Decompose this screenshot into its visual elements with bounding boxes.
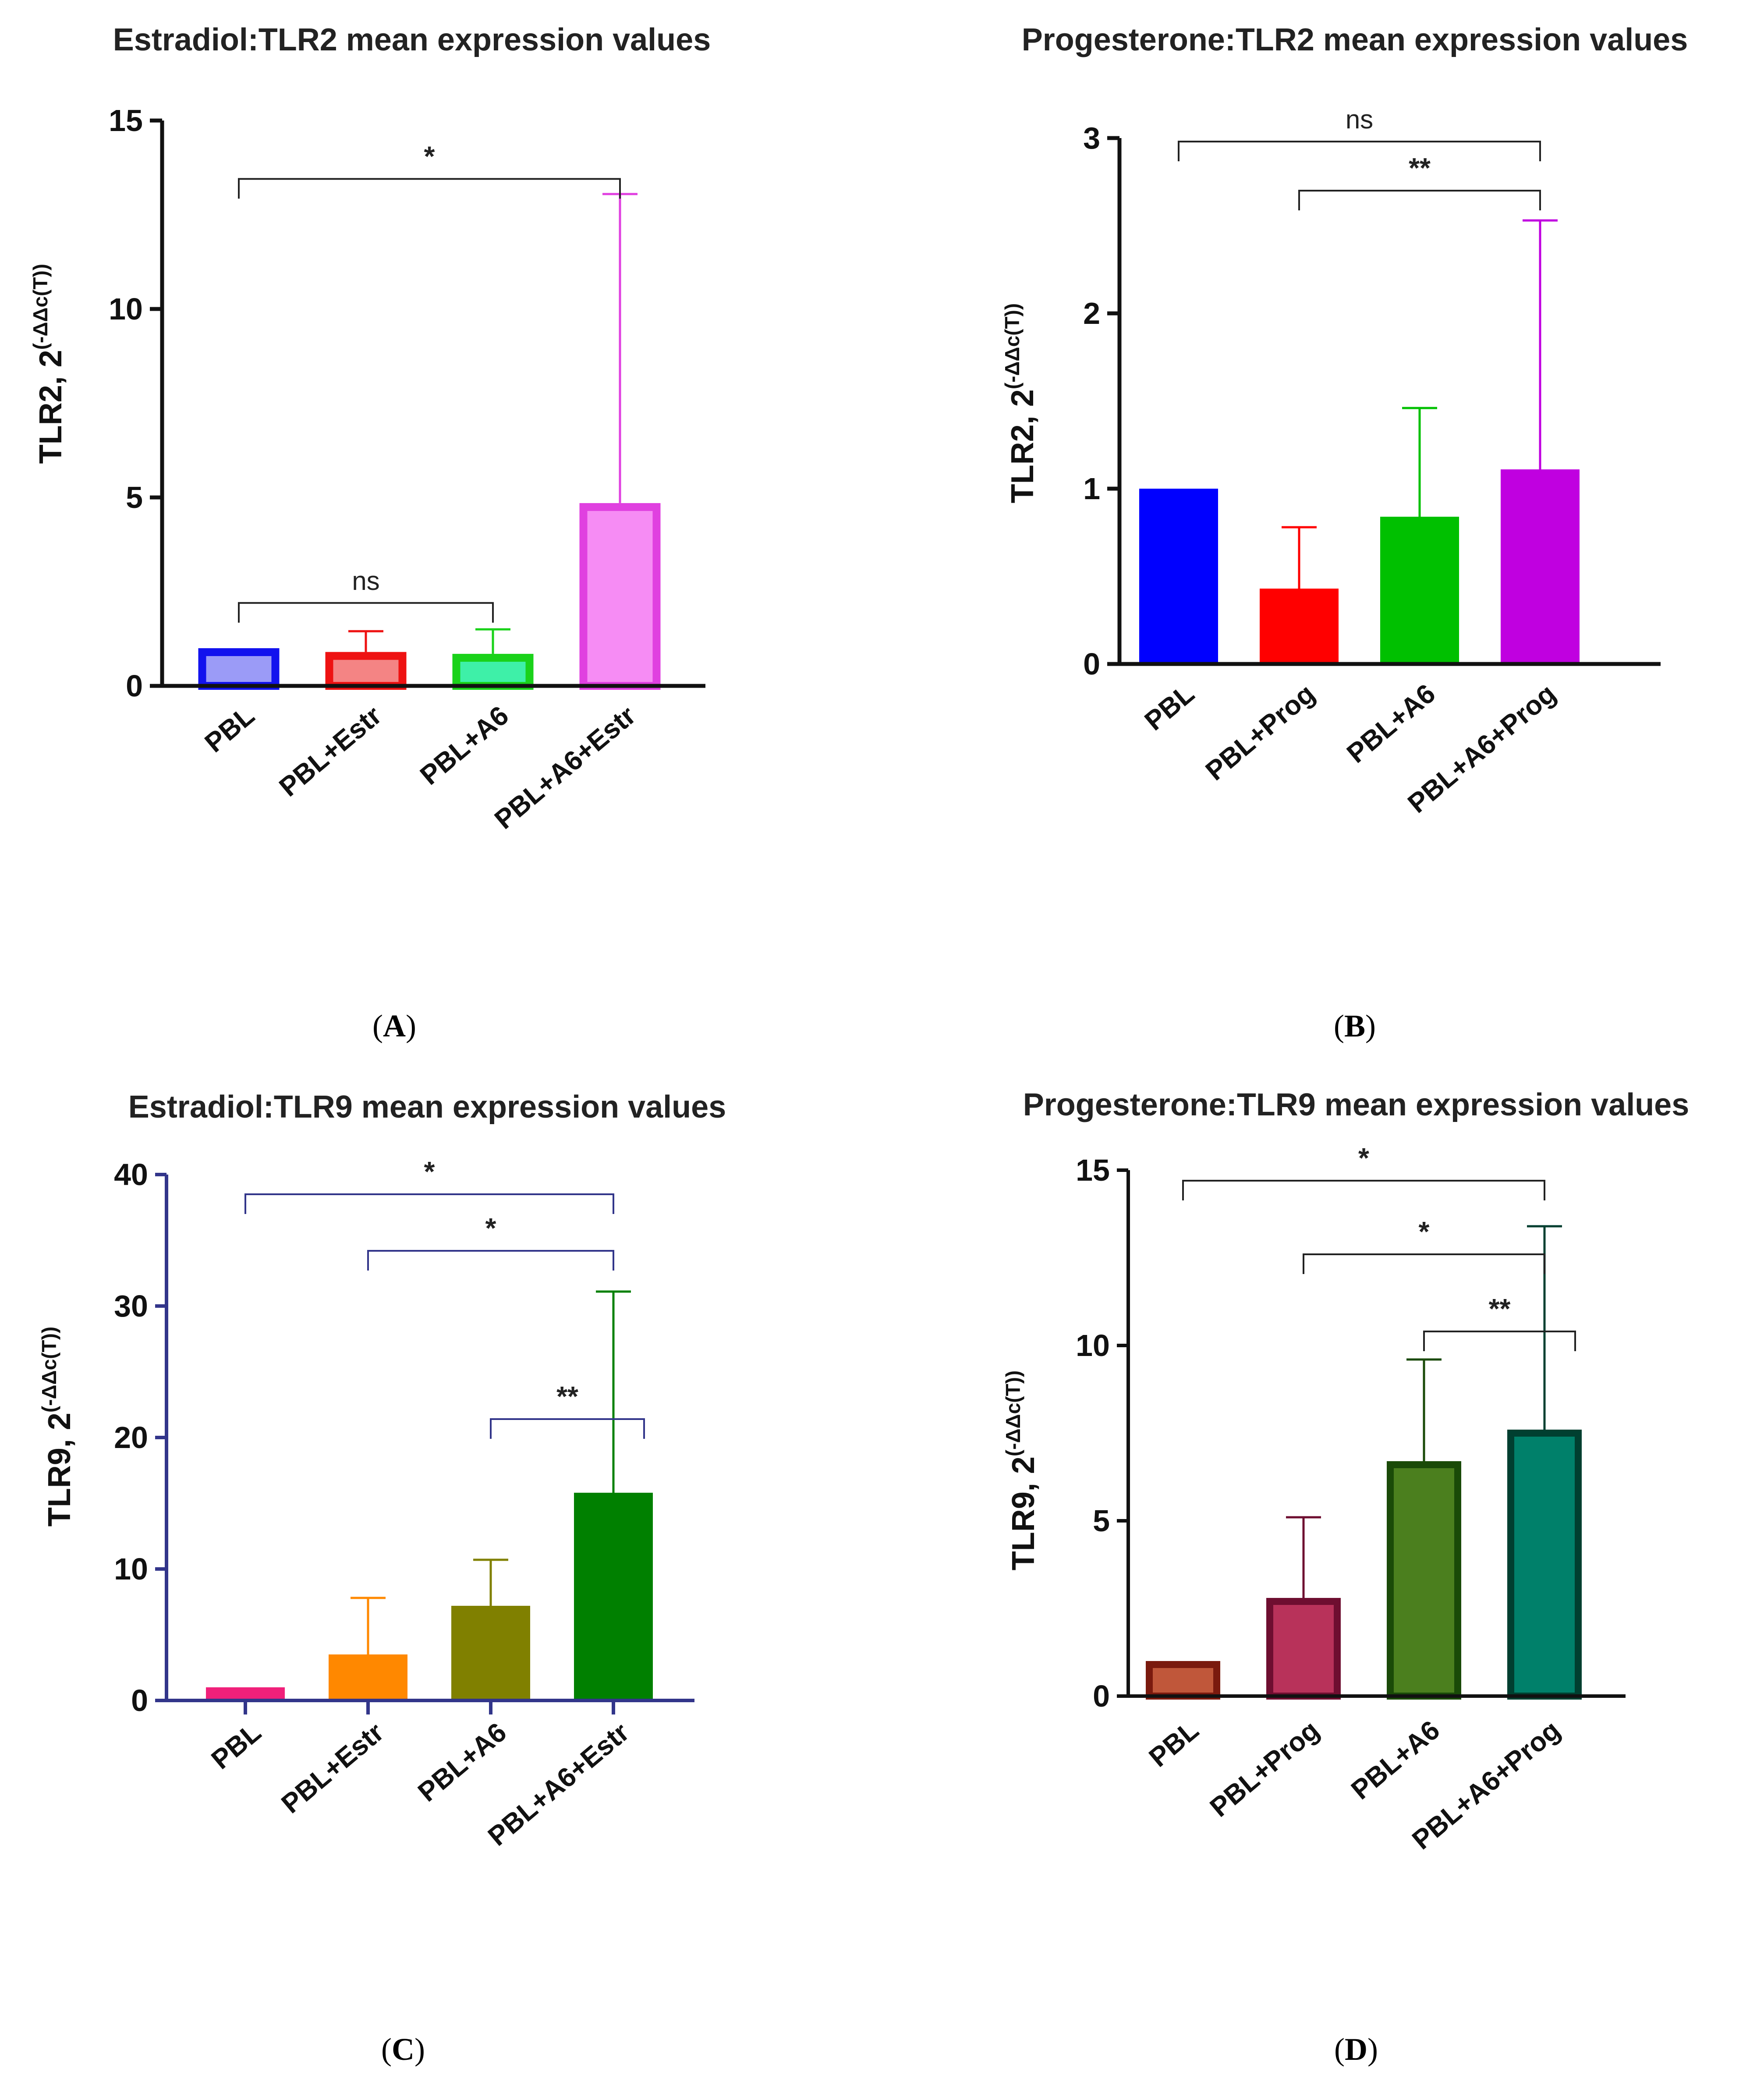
bar — [329, 1654, 407, 1701]
y-tick-label: 20 — [114, 1420, 148, 1455]
significance-bracket — [1182, 1180, 1545, 1200]
y-axis-label: TLR2, 2(-ΔΔc(T)) — [1001, 303, 1040, 503]
x-tick-label: PBL+A6 — [414, 700, 514, 791]
bar — [206, 1687, 285, 1701]
y-axis-label-main: TLR2, 2 — [1005, 389, 1040, 503]
y-axis-label-main: TLR9, 2 — [1006, 1456, 1041, 1570]
panel-label-b: (B) — [1334, 1008, 1376, 1044]
svg-text:TLR2, 2(-ΔΔc(T)): TLR2, 2(-ΔΔc(T)) — [29, 264, 68, 464]
x-tick-label: PBL+Prog — [1204, 1715, 1325, 1823]
bar — [452, 653, 534, 690]
significance-label: ns — [352, 566, 379, 596]
chart-panel-a: Estradiol:TLR2 mean expression values TL… — [29, 22, 711, 1044]
chart-title: Progesterone:TLR2 mean expression values — [1022, 22, 1688, 57]
significance-label: ** — [1489, 1293, 1511, 1324]
y-tick-label: 0 — [1093, 1679, 1110, 1713]
bar — [1507, 1430, 1582, 1700]
bar — [1380, 517, 1459, 665]
y-tick-label: 0 — [1083, 647, 1100, 681]
significance-label: * — [1419, 1216, 1430, 1247]
x-tick-label: PBL+A6 — [412, 1717, 512, 1808]
y-axis-label-main: TLR2, 2 — [33, 350, 68, 464]
y-axis-label: TLR9, 2(-ΔΔc(T)) — [1002, 1370, 1041, 1570]
y-tick-label: 0 — [126, 669, 143, 703]
chart-panel-b: Progesterone:TLR2 mean expression values… — [1001, 22, 1688, 1044]
bar — [198, 648, 280, 690]
x-tick-label: PBL — [1139, 678, 1200, 737]
significance-label: * — [424, 1156, 435, 1187]
chart-title: Estradiol:TLR9 mean expression values — [128, 1090, 726, 1125]
x-tick-label: PBL+Estr — [274, 700, 387, 802]
y-tick-label: 10 — [109, 292, 143, 326]
x-tick-label: PBL — [1144, 1715, 1204, 1773]
y-axis-label: TLR2, 2(-ΔΔc(T)) — [29, 264, 68, 464]
significance-bracket — [1178, 141, 1541, 161]
significance-bracket — [1303, 1253, 1545, 1274]
bar — [574, 1493, 653, 1701]
significance-bracket — [238, 178, 621, 199]
bar — [1387, 1461, 1461, 1700]
bar — [1260, 589, 1339, 665]
significance-bracket — [367, 1250, 614, 1271]
svg-text:TLR9, 2(-ΔΔc(T)): TLR9, 2(-ΔΔc(T)) — [38, 1327, 77, 1526]
y-tick-label: 40 — [114, 1157, 148, 1192]
x-tick-label: PBL+Estr — [276, 1717, 390, 1819]
y-tick-label: 10 — [114, 1552, 148, 1586]
y-tick-label: 30 — [114, 1289, 148, 1323]
y-tick-label: 2 — [1083, 296, 1100, 330]
y-axis-label-sup: (-ΔΔc(T)) — [29, 264, 52, 350]
chart-title: Estradiol:TLR2 mean expression values — [113, 22, 711, 57]
significance-label: ns — [1346, 105, 1373, 134]
x-tick-label: PBL+A6 — [1346, 1715, 1445, 1806]
bar — [1139, 489, 1218, 665]
significance-label: ** — [1409, 152, 1431, 184]
y-axis-label-sup: (-ΔΔc(T)) — [1001, 303, 1024, 389]
significance-bracket — [490, 1418, 645, 1439]
y-axis-label: TLR9, 2(-ΔΔc(T)) — [38, 1327, 77, 1526]
y-tick-label: 3 — [1083, 121, 1100, 155]
y-axis-label-sup: (-ΔΔc(T)) — [38, 1327, 60, 1413]
significance-bracket — [1298, 190, 1541, 210]
bar — [325, 652, 407, 690]
x-tick-label: PBL — [206, 1717, 267, 1775]
chart-panel-d: Progesterone:TLR9 mean expression values… — [1002, 1087, 1689, 2067]
significance-label: * — [424, 140, 435, 172]
bar — [1501, 469, 1580, 665]
x-tick-label: PBL+Prog — [1200, 678, 1321, 787]
significance-bracket — [1423, 1331, 1576, 1351]
bar — [1146, 1661, 1220, 1700]
panel-label-d: (D) — [1334, 2032, 1378, 2067]
y-tick-label: 5 — [126, 480, 143, 515]
y-axis-label-sup: (-ΔΔc(T)) — [1002, 1370, 1024, 1456]
y-tick-label: 0 — [131, 1683, 148, 1718]
panel-label-a: (A) — [372, 1008, 416, 1044]
bar — [1266, 1598, 1341, 1700]
y-tick-label: 15 — [109, 103, 143, 138]
y-tick-label: 1 — [1083, 472, 1100, 506]
y-tick-label: 15 — [1076, 1153, 1110, 1187]
y-tick-label: 10 — [1076, 1328, 1110, 1363]
significance-label: * — [1358, 1142, 1369, 1174]
significance-bracket — [244, 1193, 614, 1214]
bar — [579, 503, 661, 690]
significance-label: * — [485, 1212, 496, 1244]
x-tick-label: PBL — [199, 700, 260, 759]
x-tick-label: PBL+A6 — [1341, 678, 1441, 769]
chart-panel-c: Estradiol:TLR9 mean expression values TL… — [38, 1090, 726, 2067]
svg-text:TLR2, 2(-ΔΔc(T)): TLR2, 2(-ΔΔc(T)) — [1001, 303, 1040, 503]
bar — [451, 1606, 530, 1701]
y-tick-label: 5 — [1093, 1504, 1110, 1538]
svg-text:TLR9, 2(-ΔΔc(T)): TLR9, 2(-ΔΔc(T)) — [1002, 1370, 1041, 1570]
y-axis-label-main: TLR9, 2 — [42, 1413, 77, 1526]
significance-label: ** — [556, 1381, 578, 1412]
panel-label-c: (C) — [381, 2032, 425, 2067]
significance-bracket — [238, 602, 494, 623]
chart-title: Progesterone:TLR9 mean expression values — [1023, 1087, 1690, 1122]
